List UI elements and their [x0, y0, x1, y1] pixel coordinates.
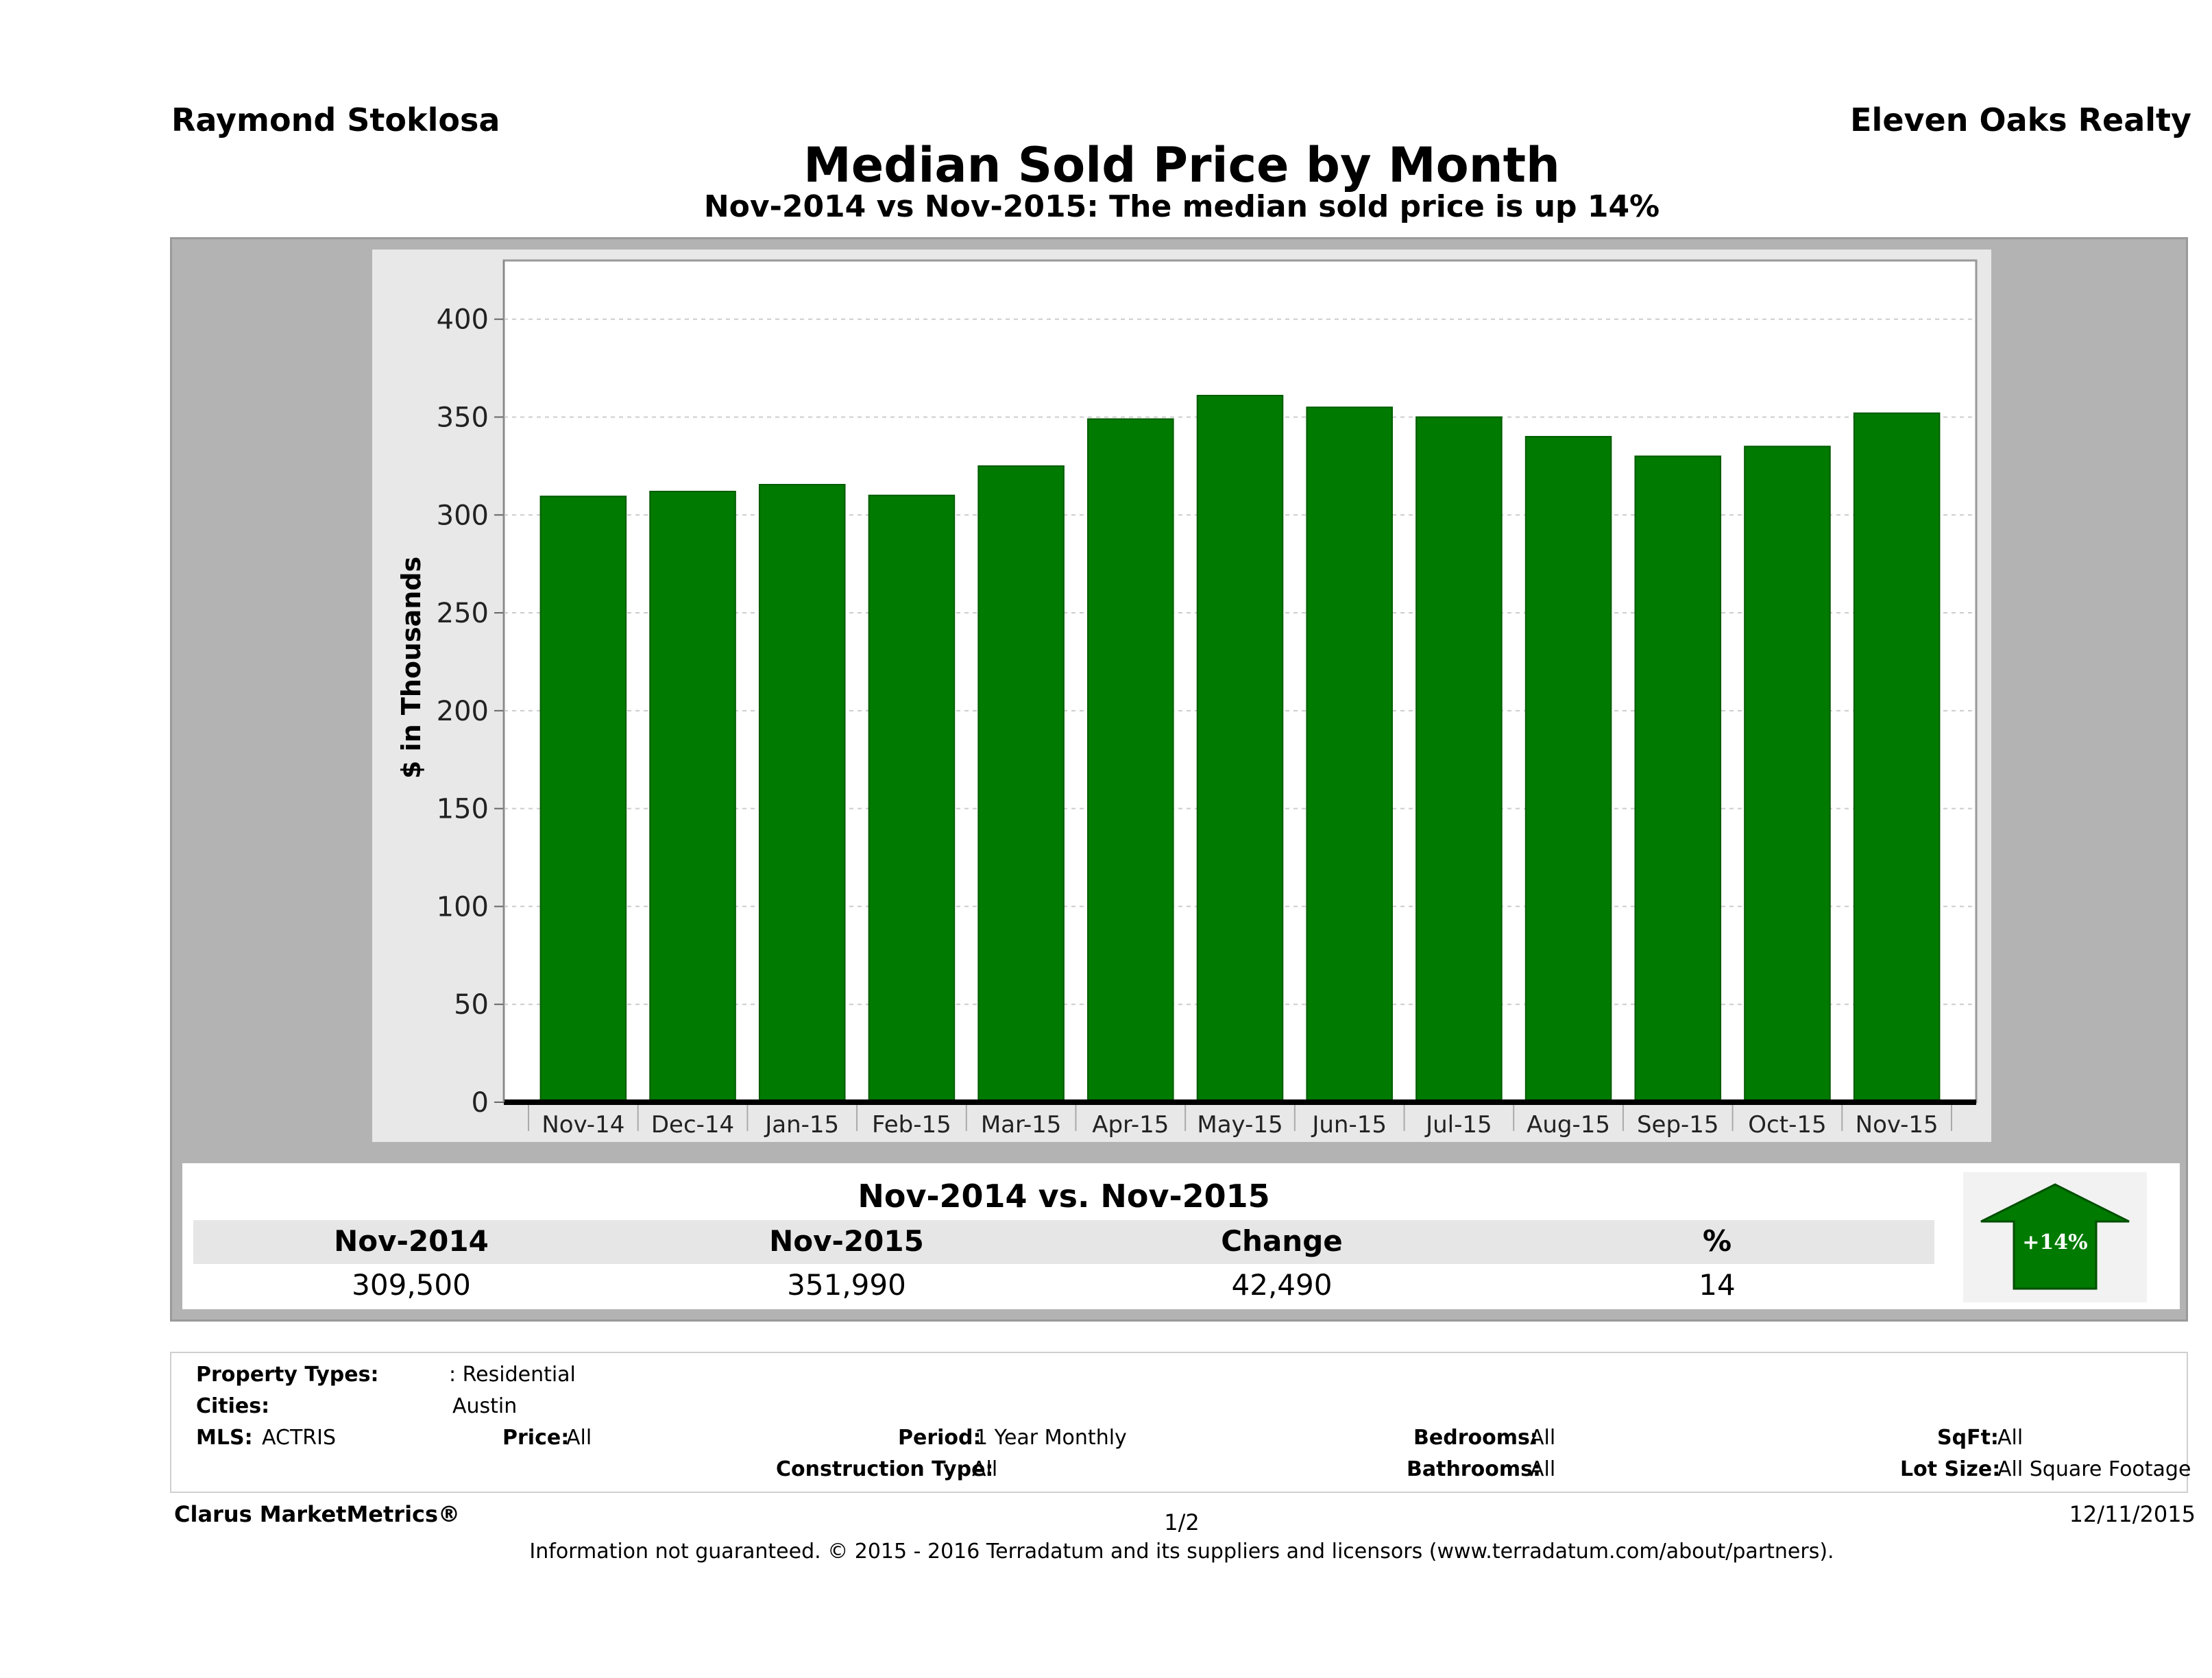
x-tick-label: Feb-15: [872, 1111, 951, 1139]
x-tick-label: May-15: [1197, 1111, 1283, 1139]
summary-header-end: Nov-2015: [769, 1224, 924, 1258]
y-tick-label: 200: [437, 696, 489, 727]
construction-type-value: All: [972, 1457, 998, 1481]
change-indicator: +14%: [1963, 1172, 2147, 1302]
y-tick-label: 100: [437, 891, 489, 923]
x-tick-label: Jul-15: [1424, 1111, 1492, 1139]
summary-value-percent: 14: [1699, 1268, 1736, 1302]
bar-apr-15: [1087, 418, 1174, 1103]
bar-nov-15: [1853, 412, 1941, 1104]
bar-jan-15: [758, 483, 846, 1103]
bar-jul-15: [1415, 416, 1503, 1104]
summary-header-change: Change: [1221, 1224, 1343, 1258]
bar-sep-15: [1634, 455, 1722, 1103]
chart-title: Median Sold Price by Month: [803, 137, 1560, 193]
summary-value-end: 351,990: [787, 1268, 906, 1302]
bar-feb-15: [868, 494, 956, 1103]
bathrooms-label: Bathrooms:: [1407, 1457, 1541, 1481]
chart-subtitle: Nov-2014 vs Nov-2015: The median sold pr…: [703, 189, 1660, 224]
bars: [539, 395, 1941, 1104]
brand-name: Clarus MarketMetrics®: [174, 1501, 461, 1527]
y-tick-label: 0: [472, 1087, 489, 1119]
y-tick-label: 250: [437, 598, 489, 629]
summary-header-percent: %: [1702, 1224, 1732, 1258]
axes: 0 50 100 150 200 250 300 350 400 Nov-14 Dec-14 Jan-…: [437, 260, 1976, 1139]
period-label: Period:: [898, 1426, 982, 1450]
y-tick-label: 400: [437, 304, 489, 336]
x-tick-label: Mar-15: [981, 1111, 1062, 1139]
x-tick-label: Aug-15: [1527, 1111, 1610, 1139]
x-tick-label: Nov-15: [1856, 1111, 1938, 1139]
disclaimer: Information not guaranteed. © 2015 - 201…: [529, 1540, 1834, 1564]
cities-value: Austin: [452, 1394, 518, 1418]
period-value: 1 Year Monthly: [975, 1426, 1127, 1450]
summary-header-row: [193, 1220, 1934, 1264]
summary-value-change: 42,490: [1231, 1268, 1333, 1302]
summary-title-row: [193, 1174, 1934, 1219]
mls-label: MLS:: [196, 1426, 253, 1450]
bar-chart: 0 50 100 150 200 250 300 350 400 Nov-14 Dec-14 Jan-…: [396, 259, 1978, 1139]
bar-oct-15: [1744, 446, 1831, 1104]
bedrooms-value: All: [1530, 1426, 1556, 1450]
x-tick-label: Jan-15: [764, 1111, 839, 1139]
change-percent-label: +14%: [2022, 1230, 2087, 1254]
y-axis-label: $ in Thousands: [396, 557, 426, 779]
page-number: 1/2: [1164, 1509, 1200, 1535]
x-tick-label: Sep-15: [1637, 1111, 1719, 1139]
x-tick-label: Oct-15: [1748, 1111, 1826, 1139]
lot-size-label: Lot Size:: [1900, 1457, 2001, 1481]
bathrooms-value: All: [1530, 1457, 1556, 1481]
y-tick-label: 300: [437, 500, 489, 531]
x-tick-label: Jun-15: [1311, 1111, 1387, 1139]
summary-value-start: 309,500: [352, 1268, 471, 1302]
report-date: 12/11/2015: [2069, 1501, 2196, 1527]
lot-size-value: All Square Footage: [1997, 1457, 2191, 1481]
cities-label: Cities:: [196, 1394, 270, 1418]
construction-type-label: Construction Type:: [776, 1457, 994, 1481]
brokerage-name: Eleven Oaks Realty: [1850, 101, 2191, 138]
agent-name: Raymond Stoklosa: [171, 101, 500, 138]
mls-value: ACTRIS: [262, 1426, 337, 1450]
bar-nov-14: [539, 496, 627, 1103]
summary-header-start: Nov-2014: [334, 1224, 489, 1258]
bar-jun-15: [1306, 406, 1393, 1104]
filter-panel: [170, 1352, 2188, 1493]
up-arrow-icon: +14%: [1980, 1183, 2130, 1290]
y-tick-label: 50: [454, 989, 489, 1021]
property-types-value: : Residential: [449, 1363, 576, 1387]
sqft-label: SqFt:: [1937, 1426, 1999, 1450]
x-tick-label: Nov-14: [542, 1111, 624, 1139]
bar-dec-14: [649, 490, 736, 1104]
y-tick-label: 150: [437, 794, 489, 825]
property-types-label: Property Types:: [196, 1363, 379, 1387]
sqft-value: All: [1997, 1426, 2023, 1450]
bar-mar-15: [977, 465, 1065, 1103]
price-label: Price:: [502, 1426, 570, 1450]
bedrooms-label: Bedrooms:: [1413, 1426, 1538, 1450]
price-value: All: [566, 1426, 592, 1450]
bar-aug-15: [1524, 436, 1612, 1103]
y-tick-label: 350: [437, 402, 489, 433]
summary-value-row: [193, 1266, 1934, 1304]
x-tick-label: Apr-15: [1092, 1111, 1169, 1139]
x-tick-label: Dec-14: [651, 1111, 734, 1139]
summary-title: Nov-2014 vs. Nov-2015: [858, 1178, 1270, 1215]
bar-may-15: [1196, 395, 1284, 1104]
